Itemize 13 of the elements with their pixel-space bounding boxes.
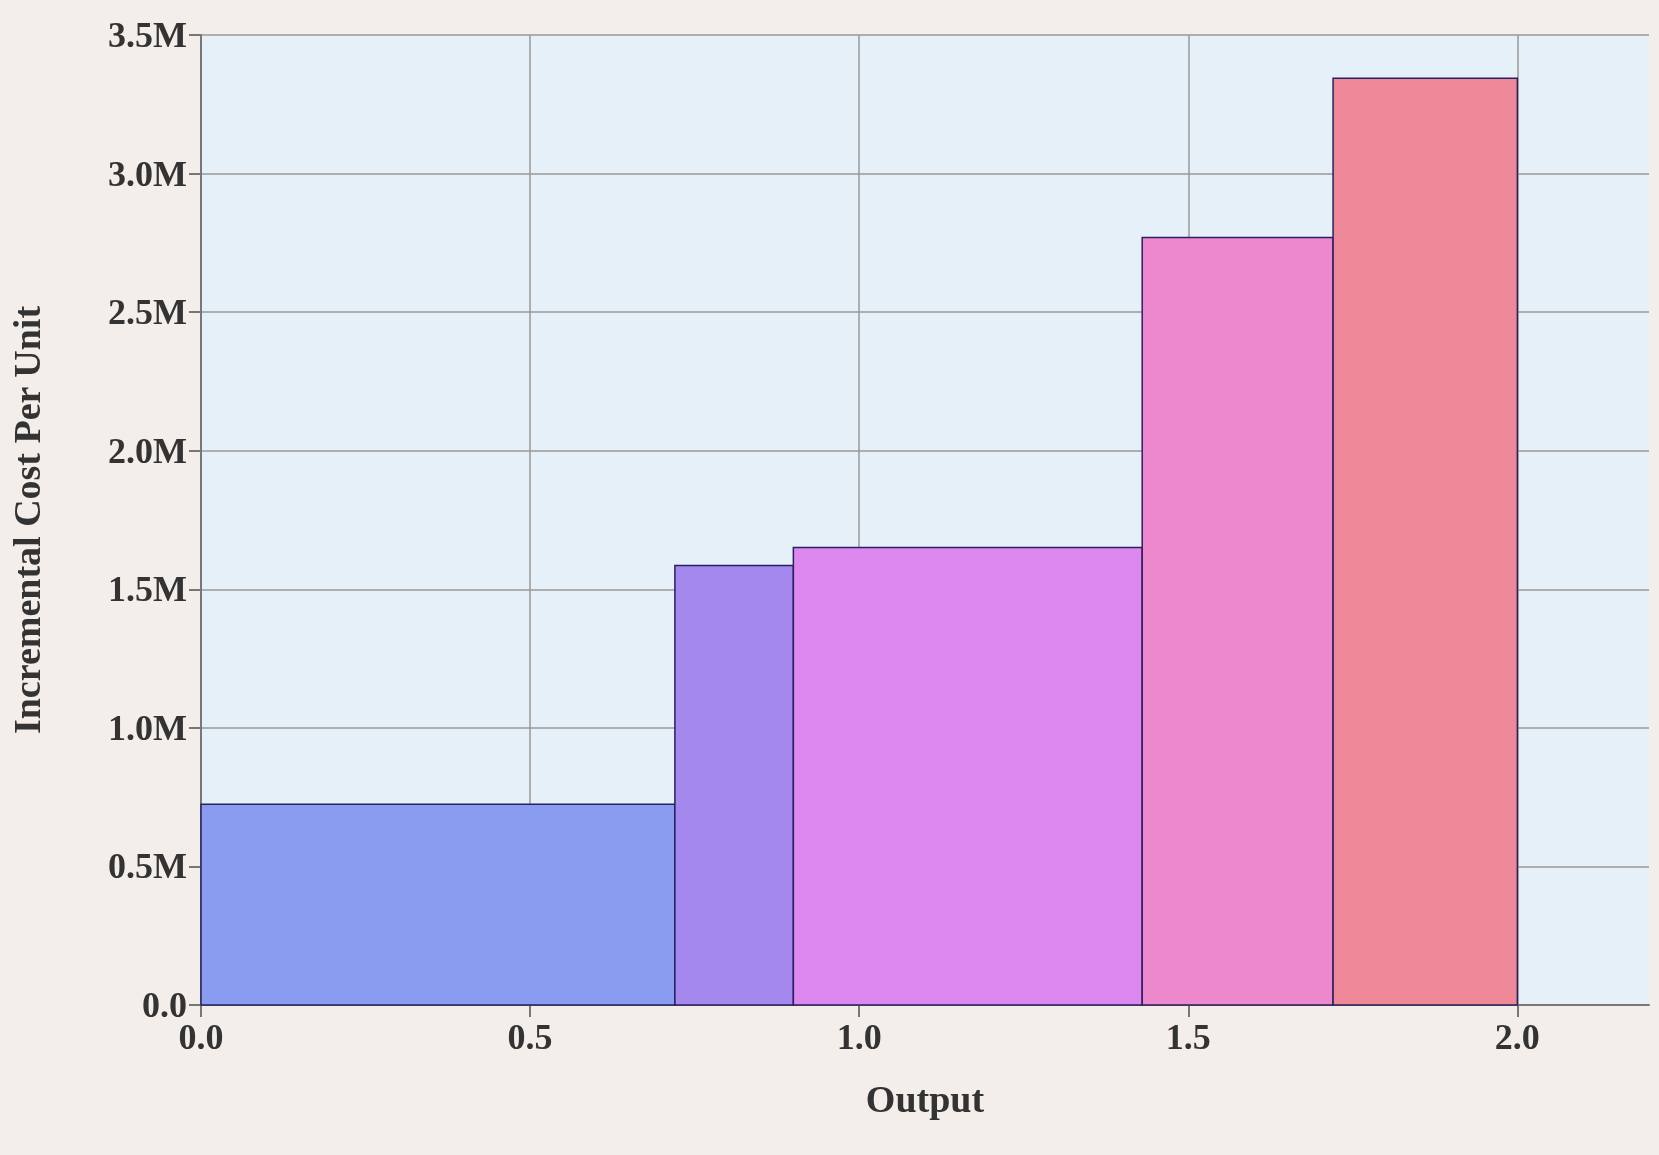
x-tick-label: 2.0 [1494, 1017, 1540, 1057]
y-tick-label: 1.0M [108, 707, 187, 748]
x-tick-label: 1.0 [836, 1017, 882, 1057]
x-axis-title: Output [865, 1078, 985, 1120]
y-tick-label: 2.5M [108, 292, 187, 333]
y-tick-label: 2.0M [108, 430, 187, 471]
y-axis-title: Incremental Cost Per Unit [6, 305, 48, 735]
y-tick-label: 0.5M [108, 846, 187, 887]
y-tick-label: 1.5M [108, 569, 187, 610]
y-tick-label: 3.0M [108, 153, 187, 194]
x-tick-label: 1.5 [1165, 1017, 1211, 1057]
x-tick-label: 0.5 [507, 1017, 553, 1057]
y-tick-label: 3.5M [108, 15, 187, 55]
